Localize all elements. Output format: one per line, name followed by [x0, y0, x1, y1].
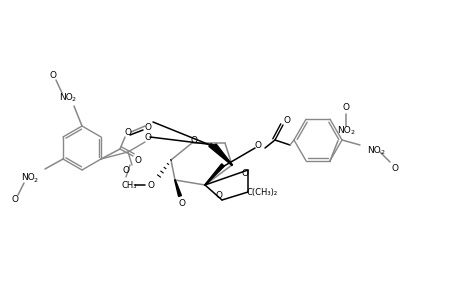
Text: O: O	[283, 116, 290, 124]
Text: O: O	[134, 155, 141, 164]
Polygon shape	[174, 180, 181, 196]
Text: O: O	[254, 140, 261, 149]
Text: CH₃: CH₃	[121, 181, 136, 190]
Text: O: O	[122, 166, 129, 175]
Text: O: O	[144, 133, 151, 142]
Text: O: O	[342, 103, 349, 112]
Text: NO: NO	[59, 92, 73, 101]
Polygon shape	[208, 144, 232, 165]
Text: O: O	[215, 191, 222, 200]
Text: C(CH₃)₂: C(CH₃)₂	[246, 188, 277, 196]
Text: O: O	[178, 199, 185, 208]
Text: O: O	[144, 122, 151, 131]
Text: 2: 2	[72, 97, 76, 101]
Text: 2: 2	[34, 178, 38, 182]
Text: O: O	[391, 164, 397, 172]
Text: 2: 2	[350, 130, 354, 135]
Text: O: O	[241, 169, 248, 178]
Text: NO: NO	[21, 173, 35, 182]
Text: O: O	[190, 136, 197, 145]
Text: O: O	[147, 181, 154, 190]
Text: O: O	[124, 128, 131, 136]
Polygon shape	[204, 164, 224, 185]
Text: NO: NO	[336, 126, 350, 135]
Text: O: O	[11, 196, 18, 205]
Polygon shape	[213, 144, 232, 165]
Text: NO: NO	[366, 146, 380, 154]
Text: O: O	[50, 70, 56, 80]
Text: 2: 2	[380, 149, 384, 154]
